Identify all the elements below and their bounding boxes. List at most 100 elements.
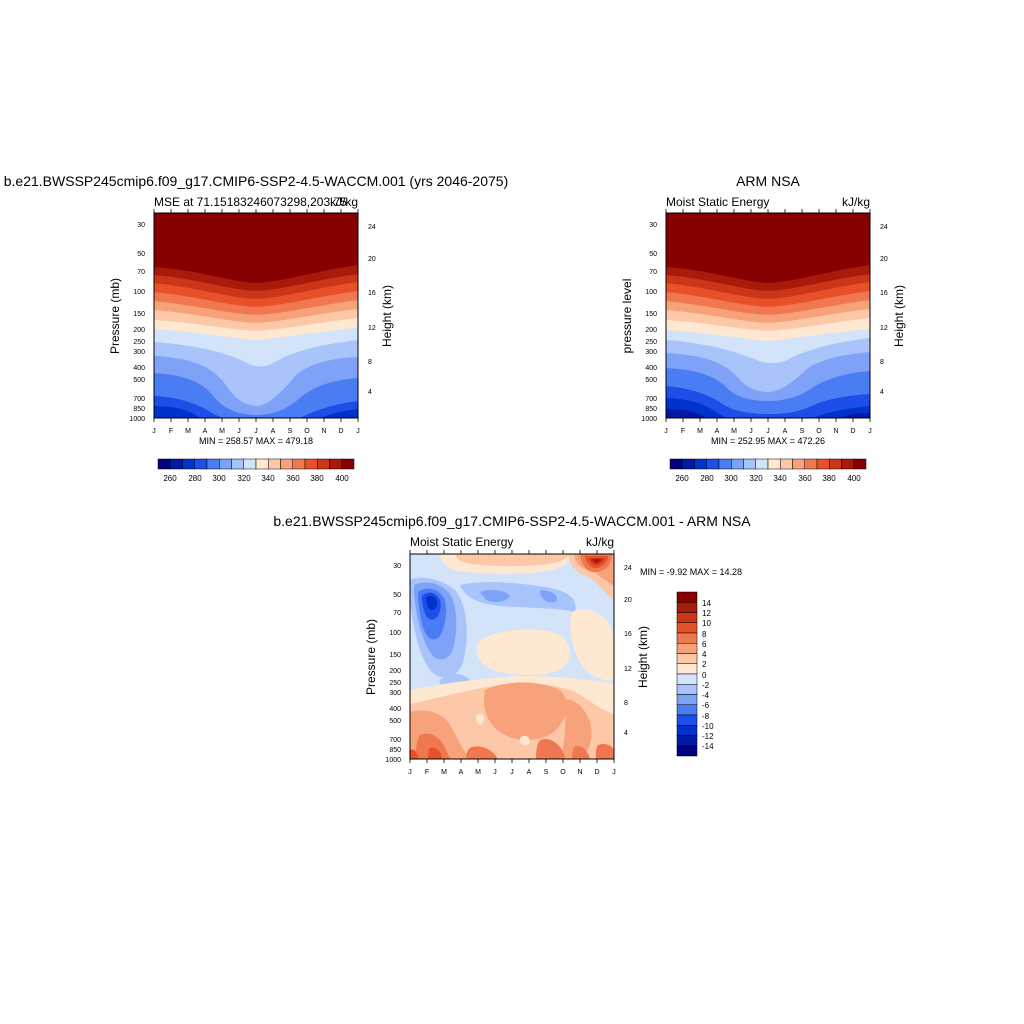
colorbar-swatch [676,602,698,613]
obs-tick-marks [665,209,871,422]
htick: 24 [624,565,632,572]
month-tick-label: A [459,769,464,776]
diff-minmax: MIN = -9.92 MAX = 14.28 [640,567,742,577]
ptick: 150 [133,311,145,318]
ptick: 70 [649,269,657,276]
obs-contour-field [666,213,870,418]
model-contour-field [154,213,358,418]
colorbar-swatch [676,643,698,654]
ptick: 850 [133,406,145,413]
colorbar-swatch [743,458,756,470]
month-tick-label: J [493,769,497,776]
colorbar-swatch [182,458,195,470]
colorbar-swatch [194,458,208,470]
cb-label: -12 [702,732,714,741]
ptick: 850 [645,406,657,413]
month-tick-label: J [749,428,753,435]
diff-y-axis-label: Pressure (mb) [364,619,378,695]
month-tick-label: J [510,769,514,776]
month-tick-label: J [237,428,241,435]
cb-label: 380 [822,474,836,483]
month-tick-label: N [321,428,326,435]
colorbar-swatch [676,622,698,634]
month-tick-label: M [219,428,225,435]
month-tick-label: J [868,428,872,435]
model-colorbar [157,458,355,470]
cb-label: 300 [212,474,226,483]
htick: 12 [368,325,376,332]
cb-label: 2 [702,660,707,669]
cb-label: 320 [749,474,763,483]
colorbar-swatch [157,458,171,470]
cb-label: 340 [773,474,787,483]
month-tick-label: J [356,428,360,435]
month-tick-label: O [304,428,310,435]
month-tick-label: S [800,428,805,435]
ptick: 50 [137,251,145,258]
htick: 4 [368,389,372,396]
htick: 4 [880,389,884,396]
cb-label: 400 [847,474,861,483]
diff-height-ticks: 24 20 16 12 8 4 [624,565,632,737]
cb-label: -8 [702,712,710,721]
ptick: 250 [645,339,657,346]
month-tick-label: J [408,769,412,776]
htick: 20 [624,597,632,604]
colorbar-swatch [329,458,342,470]
colorbar-swatch [280,458,293,470]
month-tick-label: M [185,428,191,435]
cb-label: 360 [798,474,812,483]
obs-pressure-ticks: 30 50 70 100 150 200 250 300 400 500 700… [641,222,657,423]
model-y-axis-label: Pressure (mb) [108,278,122,354]
colorbar-swatch [767,458,781,470]
cb-label: 10 [702,619,711,628]
colorbar-swatch [676,663,698,675]
colorbar-swatch [292,458,306,470]
htick: 20 [880,256,888,263]
month-tick-label: J [254,428,258,435]
model-panel: b.e21.BWSSP245cmip6.f09_g17.CMIP6-SSP2-4… [4,173,509,483]
cb-label: -4 [702,691,710,700]
cb-label: 400 [335,474,349,483]
ptick: 300 [133,349,145,356]
month-tick-label: N [833,428,838,435]
cb-label: 14 [702,599,711,608]
colorbar-swatch [804,458,818,470]
ptick: 200 [133,327,145,334]
month-tick-label: S [544,769,549,776]
month-tick-label: D [338,428,343,435]
htick: 16 [880,290,888,297]
model-units: kJ/kg [330,195,358,209]
colorbar-swatch [731,458,744,470]
model-tick-marks [153,209,359,422]
colorbar-swatch [317,458,330,470]
colorbar-swatch [676,694,698,705]
colorbar-swatch [676,745,698,757]
ptick: 50 [649,251,657,258]
model-colorbar-labels: 260 280 300 320 340 360 380 400 [163,474,349,483]
month-tick-label: F [681,428,685,435]
htick: 24 [368,224,376,231]
ptick: 500 [645,377,657,384]
htick: 20 [368,256,376,263]
cb-label: 0 [702,671,707,680]
month-tick-label: F [425,769,429,776]
obs-units: kJ/kg [842,195,870,209]
cb-label: 12 [702,609,711,618]
obs-title: ARM NSA [736,173,800,189]
ptick: 500 [389,718,401,725]
cb-label: 360 [286,474,300,483]
obs-panel: ARM NSA Moist Static Energy kJ/kg 30 50 … [620,173,906,483]
colorbar-swatch [676,632,698,644]
ptick: 400 [133,365,145,372]
colorbar-swatch [676,725,698,736]
cb-label: 260 [675,474,689,483]
model-minmax: MIN = 258.57 MAX = 479.18 [199,436,313,446]
ptick: 1000 [641,416,657,423]
cb-label: 4 [702,650,707,659]
month-tick-label: N [577,769,582,776]
colorbar-swatch [304,458,318,470]
colorbar-swatch [676,704,698,716]
